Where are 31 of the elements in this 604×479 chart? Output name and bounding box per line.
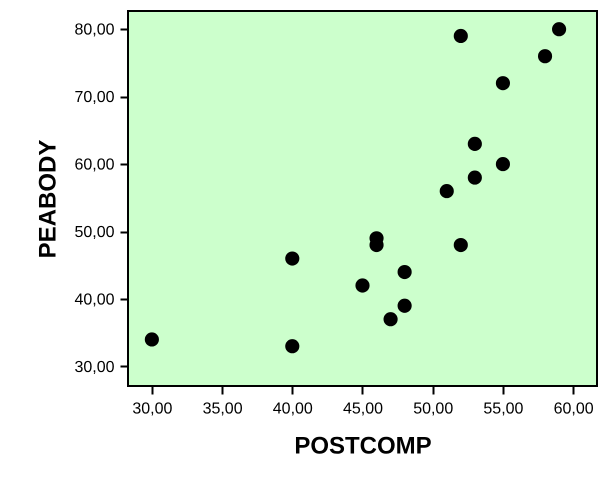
- y-axis-title: PEABODY: [34, 140, 62, 258]
- point: [144, 332, 159, 347]
- x-tick-label: 60,00: [554, 400, 594, 418]
- point: [454, 238, 468, 252]
- y-tick-label: 40,00: [74, 291, 115, 308]
- point: [285, 339, 300, 354]
- x-tick-label: 40,00: [272, 400, 313, 418]
- y-tick-label: 60,00: [74, 156, 115, 174]
- y-tick-label: 70,00: [74, 89, 115, 106]
- y-tick-label: 30,00: [74, 358, 115, 376]
- point: [384, 312, 398, 326]
- point: [468, 170, 482, 185]
- point: [496, 157, 510, 172]
- y-tick-label: 50,00: [74, 224, 115, 242]
- point: [496, 76, 510, 90]
- x-tick-label: 30,00: [132, 400, 172, 418]
- x-tick-label: 55,00: [483, 400, 524, 418]
- point: [552, 22, 566, 36]
- y-tick-label: 80,00: [74, 22, 115, 39]
- point: [355, 278, 370, 293]
- x-tick-label: 35,00: [202, 400, 243, 418]
- point: [285, 251, 300, 266]
- x-tick-label: 45,00: [342, 400, 384, 418]
- point: [468, 136, 482, 151]
- point: [398, 298, 412, 313]
- point: [454, 28, 468, 44]
- x-axis-title: POSTCOMP: [294, 432, 432, 460]
- x-tick-label: 50,00: [413, 400, 454, 418]
- point: [398, 264, 412, 280]
- point: [440, 184, 454, 198]
- point: [538, 49, 552, 64]
